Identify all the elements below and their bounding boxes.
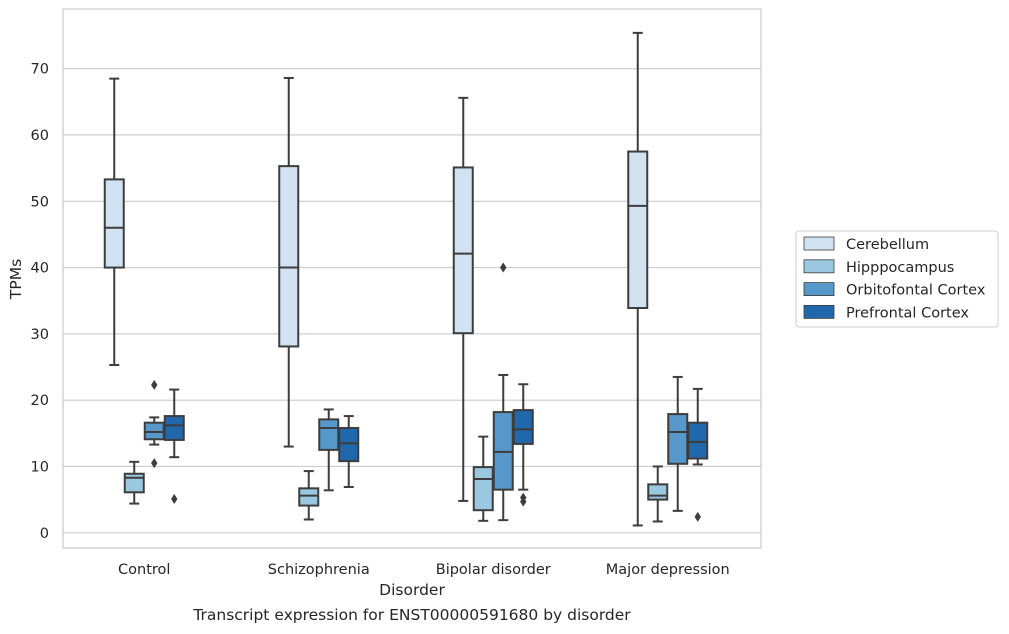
box-element (298, 470, 320, 521)
box-iqr (318, 418, 340, 451)
legend-swatch (803, 282, 835, 297)
y-tick-label: 10 (31, 459, 49, 475)
box-iqr (687, 421, 709, 460)
category-group (627, 31, 709, 527)
box-element (667, 375, 689, 512)
y-tick-labels: 0 10 20 30 40 50 60 70 (31, 62, 49, 542)
legend-frame (795, 230, 999, 328)
outlier-point (171, 493, 178, 504)
outlier-point (694, 511, 701, 522)
box-iqr (627, 150, 649, 310)
box-element (647, 465, 669, 523)
box-iqr (338, 427, 360, 463)
y-axis-title: TPMs (7, 259, 25, 300)
box-iqr (667, 413, 689, 465)
y-tick-label: 60 (31, 128, 49, 144)
legend-swatch (803, 236, 835, 251)
legend-label: Orbitofontal Cortex (846, 283, 986, 299)
outlier-point (151, 379, 158, 390)
outlier-point (151, 458, 158, 469)
x-tick-label: Control (118, 562, 170, 578)
y-tick-label: 70 (31, 62, 49, 78)
box-element (338, 415, 360, 489)
x-tick-label: Schizophrenia (268, 562, 370, 578)
box-iqr (452, 166, 474, 335)
box-element (123, 460, 145, 505)
box-groups (103, 31, 709, 527)
category-group (452, 96, 534, 522)
legend-swatch (803, 304, 835, 319)
box-iqr (647, 483, 669, 501)
legend-swatch (803, 259, 835, 274)
box-plot-chart: 0 10 20 30 40 50 60 70 Control Schizophrenia Bipo… (7, 8, 999, 599)
box-element (687, 387, 709, 522)
y-tick-label: 0 (40, 526, 49, 542)
legend-label: Hipppocampus (846, 260, 954, 276)
category-group (103, 77, 185, 505)
outlier-point (500, 262, 507, 273)
x-tick-label: Major depression (606, 562, 730, 578)
box-element (452, 96, 474, 502)
legend: Cerebellum Hipppocampus Orbitofontal Corte… (795, 230, 999, 328)
box-element (278, 76, 300, 448)
x-axis-title: Disorder (379, 581, 445, 599)
box-iqr (163, 415, 185, 441)
box-iqr (103, 178, 125, 269)
category-group (278, 76, 360, 521)
box-iqr (123, 472, 145, 494)
box-iqr (298, 487, 320, 507)
box-element (103, 77, 125, 367)
y-tick-label: 20 (31, 393, 49, 409)
gridlines (63, 68, 761, 534)
x-tick-label: Bipolar disorder (436, 562, 551, 578)
y-tick-label: 30 (31, 327, 49, 343)
legend-label: Prefrontal Cortex (846, 305, 969, 321)
box-iqr (512, 409, 534, 445)
box-element (512, 383, 534, 507)
box-iqr (472, 466, 494, 512)
legend-label: Cerebellum (846, 237, 929, 253)
box-element (143, 379, 165, 469)
box-element (492, 262, 514, 522)
box-iqr (278, 165, 300, 348)
box-element (472, 435, 494, 522)
outlier-point (520, 496, 527, 507)
y-tick-label: 50 (31, 194, 49, 210)
box-element (318, 408, 340, 492)
box-element (627, 31, 649, 527)
chart-caption: Transcript expression for ENST0000059168… (193, 606, 631, 624)
plot-area-frame (62, 8, 762, 549)
y-tick-label: 40 (31, 261, 49, 277)
box-element (163, 388, 185, 504)
x-tick-labels: Control Schizophrenia Bipolar disorder Majo… (118, 562, 730, 578)
